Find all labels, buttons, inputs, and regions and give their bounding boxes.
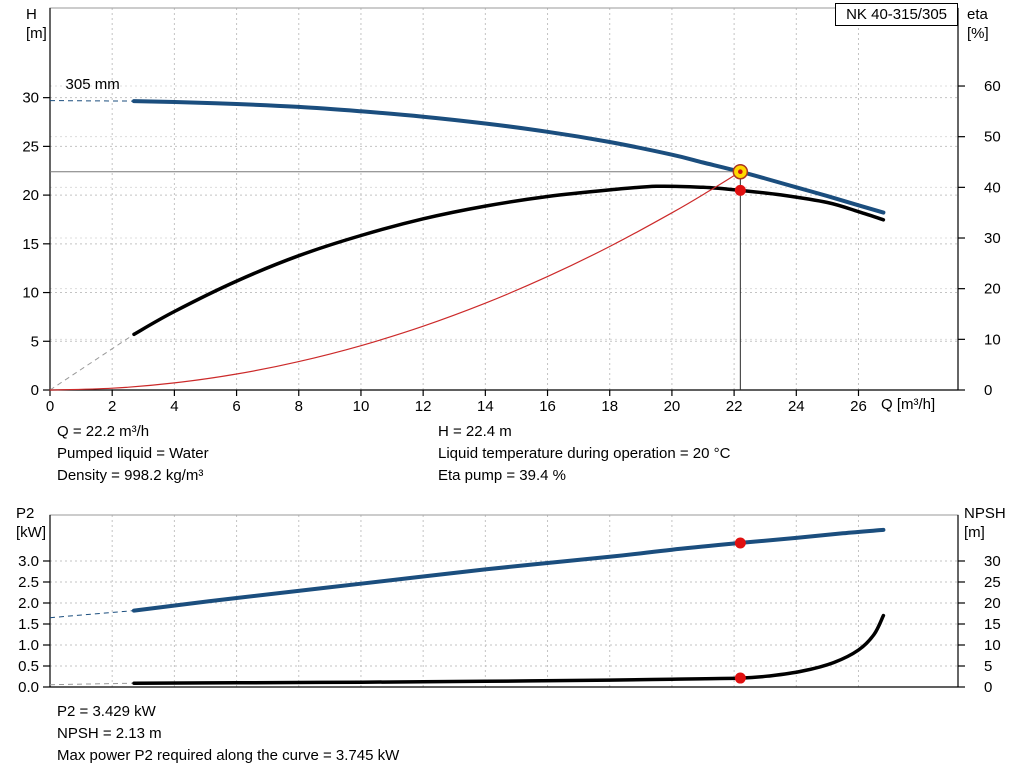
tick-label: 2.5: [18, 574, 39, 591]
info-line-npsh: NPSH = 2.13 m: [57, 725, 162, 742]
tick-label: 0.0: [18, 679, 39, 696]
tick-label: 0: [31, 382, 39, 399]
p2-curve: [132, 527, 886, 613]
tick-label: 20: [664, 398, 681, 415]
efficiency-curve-lead: [49, 333, 135, 391]
tick-label: 12: [415, 398, 432, 415]
tick-label: 50: [984, 129, 1001, 146]
duty-info-left: Q = 22.2 m³/h Pumped liquid = Water Dens…: [57, 421, 209, 487]
tick-label: 0: [46, 398, 54, 415]
tick-label: 14: [477, 398, 494, 415]
info-line-h: H = 22.4 m: [438, 423, 512, 440]
axis-title-line: P2: [16, 505, 35, 522]
pump-model-badge: NK 40-315/305: [835, 3, 958, 26]
h-axis-title: H [m]: [26, 5, 47, 43]
tick-label: 26: [850, 398, 867, 415]
tick-label: 15: [22, 236, 39, 253]
axis-title-line: eta: [967, 6, 988, 23]
eta-duty-marker: [734, 184, 746, 196]
tick-label: 18: [601, 398, 618, 415]
axis-title-line: NPSH: [964, 505, 1006, 522]
tick-label: 22: [726, 398, 743, 415]
tick-label: 10: [984, 637, 1001, 654]
p2-npsh-chart: 0.0 0.5 1.0 1.5 2.0 2.5 3.0 0 5 10 15 20 25 30: [18, 514, 1001, 696]
info-line-density: Density = 998.2 kg/m³: [57, 467, 204, 484]
tick-label: 1.0: [18, 637, 39, 654]
tick-label: 20: [22, 187, 39, 204]
duty-info-right: H = 22.4 m Liquid temperature during ope…: [438, 421, 730, 487]
tick-label: 0.5: [18, 658, 39, 675]
npsh-axis-title: NPSH [m]: [964, 504, 1006, 542]
tick-label: 1.5: [18, 616, 39, 633]
info-line-maxpower: Max power P2 required along the curve = …: [57, 747, 400, 764]
tick-label: 60: [984, 78, 1001, 95]
duty-point-marker-center: [738, 169, 743, 175]
p2-duty-marker: [734, 537, 746, 549]
info-line-q: Q = 22.2 m³/h: [57, 423, 150, 440]
tick-label: 20: [984, 281, 1001, 298]
q-axis-label: Q [m³/h]: [881, 396, 936, 413]
tick-label: 10: [353, 398, 370, 415]
head-curve-305mm-lead: [49, 100, 135, 102]
axis-title-line: [m]: [964, 524, 985, 541]
tick-label: 8: [295, 398, 303, 415]
plot-frame: [49, 514, 959, 688]
efficiency-curve: [132, 184, 886, 337]
axis-title-line: [kW]: [16, 524, 46, 541]
p2-curve-lead: [49, 610, 135, 619]
tick-label: 3.0: [18, 553, 39, 570]
tick-label: 0: [984, 382, 992, 399]
tick-label: 0: [984, 679, 992, 696]
axis-title-line: [%]: [967, 25, 989, 42]
tick-label: 30: [22, 90, 39, 107]
tick-label: 10: [984, 331, 1001, 348]
tick-label: 6: [232, 398, 240, 415]
npsh-curve-lead: [49, 682, 135, 686]
tick-label: 4: [170, 398, 178, 415]
tick-label: 25: [22, 138, 39, 155]
tick-label: 20: [984, 595, 1001, 612]
info-line-p2: P2 = 3.429 kW: [57, 703, 156, 720]
info-line-liquid: Pumped liquid = Water: [57, 445, 209, 462]
plot-frame: [49, 7, 959, 391]
tick-label: 30: [984, 230, 1001, 247]
tick-label: 10: [22, 285, 39, 302]
tick-label: 5: [984, 658, 992, 675]
tick-label: 2: [108, 398, 116, 415]
info-line-eta: Eta pump = 39.4 %: [438, 467, 566, 484]
tick-label: 40: [984, 179, 1001, 196]
power-info: P2 = 3.429 kW NPSH = 2.13 m Max power P2…: [57, 701, 399, 767]
tick-label: 2.0: [18, 595, 39, 612]
head-curve-305mm: [132, 99, 886, 215]
axis-title-line: H: [26, 6, 37, 23]
eta-axis-title: eta [%]: [967, 5, 989, 43]
system-curve: [49, 171, 741, 391]
axis-title-line: [m]: [26, 25, 47, 42]
tick-label: 16: [539, 398, 556, 415]
npsh-duty-marker: [734, 672, 746, 684]
info-line-temperature: Liquid temperature during operation = 20…: [438, 445, 731, 462]
tick-label: 25: [984, 574, 1001, 591]
tick-label: 5: [31, 333, 39, 350]
curve-annotation: 305 mm: [66, 76, 120, 93]
tick-label: 15: [984, 616, 1001, 633]
p2-axis-title: P2 [kW]: [16, 504, 46, 542]
tick-label: 24: [788, 398, 805, 415]
npsh-curve: [132, 613, 886, 685]
tick-label: 30: [984, 553, 1001, 570]
